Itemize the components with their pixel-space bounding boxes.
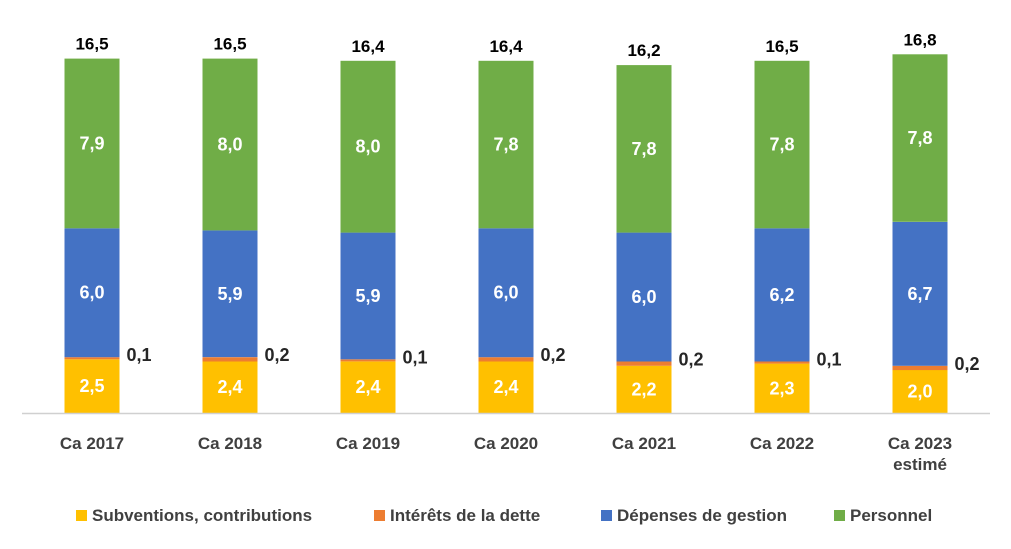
total-label-5: 16,2 [627, 41, 660, 60]
data-label-interets-de-la-dette-1: 0,1 [127, 345, 152, 365]
legend-label-subventions-contributions: Subventions, contributions [92, 506, 312, 525]
bar-interets-de-la-dette-3 [340, 359, 396, 362]
data-label-personnel-6: 7,8 [769, 135, 794, 155]
total-label-6: 16,5 [765, 37, 798, 56]
data-label-subventions-contributions-2: 2,4 [217, 377, 242, 397]
data-label-depenses-de-gestion-3: 5,9 [355, 286, 380, 306]
data-label-depenses-de-gestion-6: 6,2 [769, 285, 794, 305]
bar-subventions-contributions-4 [478, 361, 534, 413]
data-label-subventions-contributions-1: 2,5 [79, 376, 104, 396]
data-label-personnel-2: 8,0 [217, 135, 242, 155]
data-label-personnel-5: 7,8 [631, 139, 656, 159]
bar-interets-de-la-dette-5 [616, 361, 672, 366]
legend-label-depenses-de-gestion: Dépenses de gestion [617, 506, 787, 525]
data-label-depenses-de-gestion-2: 5,9 [217, 284, 242, 304]
data-label-subventions-contributions-6: 2,3 [769, 378, 794, 398]
data-label-depenses-de-gestion-5: 6,0 [631, 287, 656, 307]
total-label-3: 16,4 [351, 37, 385, 56]
data-label-subventions-contributions-3: 2,4 [355, 377, 380, 397]
bar-subventions-contributions-7 [892, 370, 948, 413]
legend-label-personnel: Personnel [850, 506, 932, 525]
data-label-subventions-contributions-5: 2,2 [631, 379, 656, 399]
data-label-personnel-7: 7,8 [907, 128, 932, 148]
data-label-subventions-contributions-4: 2,4 [493, 377, 518, 397]
total-label-1: 16,5 [75, 35, 108, 54]
data-label-interets-de-la-dette-6: 0,1 [817, 350, 842, 370]
bar-depenses-de-gestion-5 [616, 232, 672, 362]
data-label-depenses-de-gestion-7: 6,7 [907, 284, 932, 304]
data-label-personnel-3: 8,0 [355, 137, 380, 157]
x-tick-label-1: Ca 2017 [60, 434, 124, 453]
data-label-depenses-de-gestion-1: 6,0 [79, 283, 104, 303]
legend-swatch-subventions-contributions [76, 510, 87, 521]
x-tick-label-2: Ca 2018 [198, 434, 262, 453]
bar-personnel-1 [64, 58, 120, 229]
legend-swatch-interets-de-la-dette [374, 510, 385, 521]
bar-interets-de-la-dette-2 [202, 357, 258, 362]
bar-personnel-7 [892, 54, 948, 222]
legend-swatch-personnel [834, 510, 845, 521]
bar-subventions-contributions-5 [616, 365, 672, 414]
total-label-2: 16,5 [213, 35, 246, 54]
total-label-4: 16,4 [489, 37, 523, 56]
data-label-interets-de-la-dette-4: 0,2 [541, 345, 566, 365]
labels-group: 2,5 0,1 6,0 7,9 16,5 2,4 0,2 5,9 8,0 16,5 2,4 0,1 5,… [75, 30, 979, 401]
bar-interets-de-la-dette-4 [478, 357, 534, 362]
total-label-7: 16,8 [903, 30, 936, 49]
bar-personnel-5 [616, 65, 672, 233]
bar-personnel-2 [202, 58, 258, 231]
data-label-interets-de-la-dette-5: 0,2 [679, 350, 704, 370]
bar-interets-de-la-dette-6 [754, 361, 810, 364]
x-tick-labels: Ca 2017 Ca 2018 Ca 2019 Ca 2020 Ca 2021 Ca 20… [60, 434, 952, 474]
bar-interets-de-la-dette-7 [892, 365, 948, 371]
bar-depenses-de-gestion-6 [754, 228, 810, 362]
bar-depenses-de-gestion-7 [892, 221, 948, 366]
x-tick-label-3: Ca 2019 [336, 434, 400, 453]
x-tick-label-7-line2: estimé [893, 455, 947, 474]
bar-interets-de-la-dette-1 [64, 357, 120, 360]
legend: Subventions, contributions Intérêts de la… [76, 506, 932, 525]
data-label-personnel-4: 7,8 [493, 135, 518, 155]
bar-subventions-contributions-6 [754, 363, 810, 413]
legend-swatch-depenses-de-gestion [601, 510, 612, 521]
data-label-depenses-de-gestion-4: 6,0 [493, 283, 518, 303]
data-label-interets-de-la-dette-3: 0,1 [403, 347, 428, 367]
bar-personnel-4 [478, 60, 534, 229]
x-tick-label-6: Ca 2022 [750, 434, 814, 453]
bar-subventions-contributions-3 [340, 361, 396, 413]
x-tick-label-7: Ca 2023 [888, 434, 952, 453]
bar-subventions-contributions-2 [202, 361, 258, 413]
bars-group [64, 54, 948, 414]
bar-depenses-de-gestion-1 [64, 228, 120, 358]
data-label-interets-de-la-dette-7: 0,2 [955, 354, 980, 374]
bar-personnel-6 [754, 60, 810, 229]
data-label-personnel-1: 7,9 [79, 134, 104, 154]
bar-subventions-contributions-1 [64, 359, 120, 413]
bar-depenses-de-gestion-3 [340, 232, 396, 360]
bar-depenses-de-gestion-2 [202, 230, 258, 358]
data-label-interets-de-la-dette-2: 0,2 [265, 345, 290, 365]
x-tick-label-4: Ca 2020 [474, 434, 538, 453]
x-tick-label-5: Ca 2021 [612, 434, 676, 453]
bar-depenses-de-gestion-4 [478, 228, 534, 358]
data-label-subventions-contributions-7: 2,0 [907, 382, 932, 402]
bar-personnel-3 [340, 60, 396, 233]
legend-label-interets-de-la-dette: Intérêts de la dette [390, 506, 540, 525]
